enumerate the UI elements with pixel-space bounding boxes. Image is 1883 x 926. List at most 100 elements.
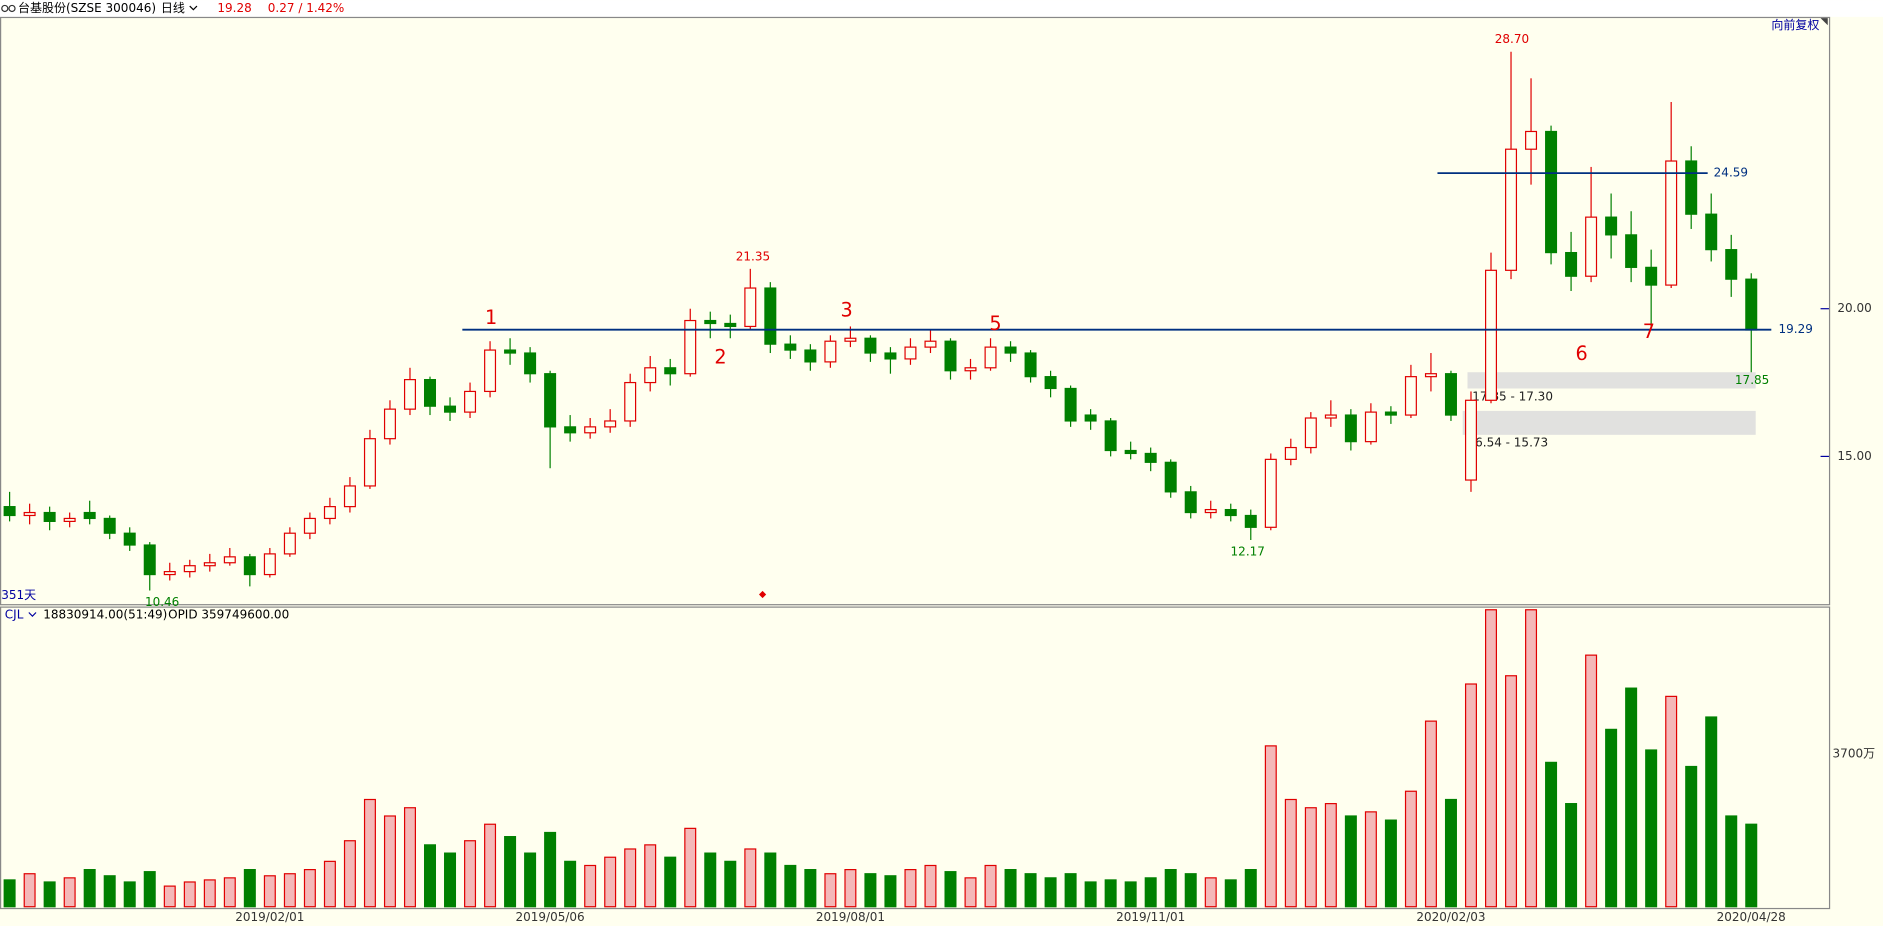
candle-body [1104,420,1117,452]
candle-body [1204,508,1217,514]
candle-body [263,553,276,576]
candle-body [403,379,416,410]
volume-bar [604,856,617,908]
volume-bar [1344,815,1357,908]
volume-bar [1464,683,1477,908]
dropdown[interactable] [28,612,37,617]
candle-body [444,405,457,413]
volume-bar [263,875,276,908]
price-label: 17.85 [1735,373,1769,387]
volume-bar [1204,877,1217,908]
volume-bar [343,840,356,908]
volume-bar [1024,873,1037,908]
header-bar [0,0,1883,17]
volume-bar [904,869,917,908]
candle-body [1144,452,1157,463]
volume-bar [924,864,937,908]
candle-body [524,352,537,375]
volume-bar [964,877,977,908]
candle-body [103,517,116,534]
candle-body [1625,234,1638,268]
volume-bar [103,875,116,908]
dropdown[interactable] [189,5,198,11]
volume-bar [1525,609,1538,908]
volume-bar [1685,765,1698,908]
price-label: 10.46 [145,595,179,609]
volume-bar [884,875,897,908]
volume-bar [1184,873,1197,908]
candle-body [143,544,156,576]
candle-body [544,373,557,428]
candle-body [223,556,236,564]
candle-body [1404,376,1417,416]
horizontal-line-label: 24.59 [1714,166,1748,180]
volume-bar [464,840,477,908]
volume-bar [864,873,877,908]
candle-body [63,517,76,522]
candle-body [1685,160,1698,215]
price-label: 12.17 [1231,545,1265,559]
volume-bar [644,844,657,908]
price-label: 21.35 [736,249,770,263]
zone-label: 17.85 - 17.30 [1472,389,1553,403]
period[interactable]: 日线 [161,1,185,15]
candle-body [1485,269,1498,401]
icon [8,4,16,13]
icon [1,4,9,13]
volume-bar [1004,869,1017,908]
candle-body [484,349,497,393]
candle-body [964,367,977,372]
x-tick-label: 2019/05/06 [516,910,585,924]
candle-body [604,420,617,428]
candle-body [1384,411,1397,416]
wave-label: 2 [714,345,726,368]
days-label: 351天 [1,588,36,602]
price-panel [0,16,1831,606]
y-tick-label: 15.00 [1837,449,1871,463]
candle-body [1605,216,1618,236]
zone-label: 16.54 - 15.73 [1467,436,1548,450]
volume-bar [1364,811,1377,908]
volume-bar [1745,823,1758,908]
volume-bar [704,852,717,908]
candle-body [1705,213,1718,251]
candle-body [1645,266,1658,286]
volume-bar [784,864,797,908]
volume-bar [183,881,196,908]
adjust-button[interactable]: 向前复权 [1771,17,1819,32]
volume-bar [403,807,416,908]
candle-body [1304,417,1317,449]
candle-body [1344,414,1357,443]
candle-body [1044,376,1057,390]
candle-body [684,319,697,375]
volume-bar [1605,728,1618,908]
candle-body [83,511,96,520]
volume-bar [283,873,296,908]
wave-label: 7 [1643,320,1655,343]
volume-bar [1284,798,1297,908]
candle-body [363,438,376,487]
candle-body [924,340,937,348]
candle-body [644,367,657,384]
volume-bar [123,881,136,908]
horizontal-line-label: 19.29 [1779,322,1813,336]
volume-bar [1505,675,1518,908]
volume-bar [1424,720,1437,908]
candle-body [1585,216,1598,277]
candle-body [884,352,897,360]
candle-body [1565,251,1578,277]
volume-bar [163,885,176,908]
x-tick-label: 2019/08/01 [816,910,885,924]
candle-body [744,287,757,328]
volume-bar [1164,869,1177,908]
volume-bar [744,848,757,908]
candle-body [904,346,917,360]
volume-bar [984,864,997,908]
wave-label: 5 [989,312,1001,335]
candle-body [3,506,16,517]
candle-body [1224,508,1237,517]
indicator[interactable]: CJL [5,607,24,621]
x-tick-label: 2019/02/01 [235,910,304,924]
x-tick-label: 2020/04/28 [1717,910,1786,924]
volume-bar [624,848,637,908]
